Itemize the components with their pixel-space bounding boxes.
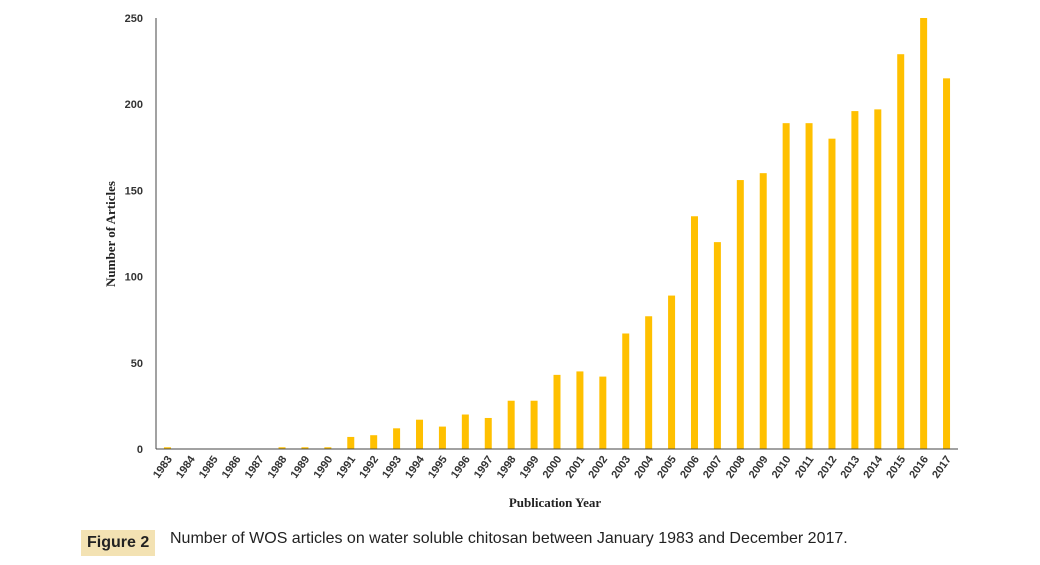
x-tick-label: 1988 <box>266 454 290 481</box>
x-tick-label: 2011 <box>793 454 817 480</box>
bar-2009 <box>759 173 767 449</box>
bar-2017 <box>943 78 951 449</box>
bar-2008 <box>736 180 744 449</box>
y-tick-label: 200 <box>125 99 143 111</box>
x-tick-label: 1999 <box>518 454 542 481</box>
x-tick-label: 2003 <box>609 454 633 481</box>
x-tick-label: 1994 <box>403 453 427 481</box>
x-tick-label: 2016 <box>907 454 931 481</box>
x-tick-label: 1987 <box>243 454 267 481</box>
x-axis-title: Publication Year <box>509 495 602 510</box>
y-tick-label: 0 <box>137 444 143 456</box>
bar-2003 <box>622 333 630 449</box>
bar-1999 <box>530 400 538 449</box>
x-tick-label: 2002 <box>586 454 610 481</box>
x-tick-label: 2008 <box>724 454 748 481</box>
x-tick-label: 2006 <box>678 454 702 481</box>
y-tick-label: 250 <box>125 13 143 25</box>
bar-2000 <box>553 374 561 449</box>
bar-2016 <box>920 18 928 449</box>
x-tick-label: 1985 <box>197 454 221 481</box>
bar-2012 <box>828 138 836 449</box>
bar-2001 <box>576 371 584 449</box>
bar-2013 <box>851 111 859 449</box>
bar-1983 <box>163 447 171 449</box>
x-tick-label: 1998 <box>495 454 519 481</box>
bar-1988 <box>278 447 286 449</box>
x-tick-label: 1992 <box>357 454 381 481</box>
x-tick-label: 2005 <box>655 454 679 481</box>
x-tick-label: 2015 <box>884 454 908 481</box>
x-tick-label: 2010 <box>770 454 794 481</box>
x-tick-label: 1990 <box>311 454 335 481</box>
x-tick-label: 2009 <box>747 454 771 481</box>
x-tick-label: 2017 <box>930 454 954 481</box>
figure-caption: Number of WOS articles on water soluble … <box>170 530 848 547</box>
bar-1997 <box>484 417 492 449</box>
x-tick-label: 1993 <box>380 454 404 481</box>
bar-1996 <box>461 414 469 449</box>
x-tick-label: 1989 <box>289 454 313 481</box>
bar-2006 <box>690 216 698 449</box>
x-axis-ticks: 1983 1984 1985 1986 1987 1988 1989 1990 1991 1992… <box>151 453 954 481</box>
x-tick-label: 1986 <box>220 454 244 481</box>
y-tick-label: 150 <box>125 185 143 197</box>
x-tick-label: 2014 <box>861 453 885 481</box>
bar-2010 <box>782 123 790 449</box>
x-tick-label: 2000 <box>541 454 565 481</box>
figure-label: Figure 2 <box>81 530 156 556</box>
bar-2015 <box>897 54 905 449</box>
bar-1995 <box>438 426 446 449</box>
x-tick-label: 1997 <box>472 454 496 481</box>
bar-2004 <box>645 316 653 449</box>
bar-2011 <box>805 123 813 449</box>
bar-1998 <box>507 400 515 449</box>
x-tick-label: 1995 <box>426 454 450 481</box>
bar-2005 <box>668 295 676 449</box>
bar-1990 <box>324 447 332 449</box>
bar-2007 <box>713 242 721 449</box>
x-tick-label: 1984 <box>174 453 198 481</box>
y-tick-label: 50 <box>131 358 143 370</box>
bar-1993 <box>393 428 401 449</box>
y-axis-ticks: 0 50 100 150 200 250 <box>125 13 143 456</box>
bars <box>163 18 951 449</box>
bar-1991 <box>347 436 355 449</box>
x-tick-label: 2013 <box>838 454 862 481</box>
x-tick-label: 2012 <box>816 454 840 481</box>
bar-1994 <box>416 419 424 449</box>
x-tick-label: 2001 <box>563 454 587 481</box>
bar-2002 <box>599 376 607 449</box>
y-tick-label: 100 <box>125 272 143 284</box>
x-tick-label: 2004 <box>632 453 656 481</box>
bar-1992 <box>370 435 378 449</box>
x-tick-label: 1996 <box>449 454 473 481</box>
bar-2014 <box>874 109 882 449</box>
x-tick-label: 2007 <box>701 454 725 481</box>
y-axis-title: Number of Articles <box>103 181 118 287</box>
bar-1989 <box>301 447 309 449</box>
bar-chart: 0 50 100 150 200 250 1983 1984 1985 1986 1987 1988… <box>103 13 958 510</box>
x-tick-label: 1983 <box>151 454 175 481</box>
x-tick-label: 1991 <box>334 454 358 481</box>
